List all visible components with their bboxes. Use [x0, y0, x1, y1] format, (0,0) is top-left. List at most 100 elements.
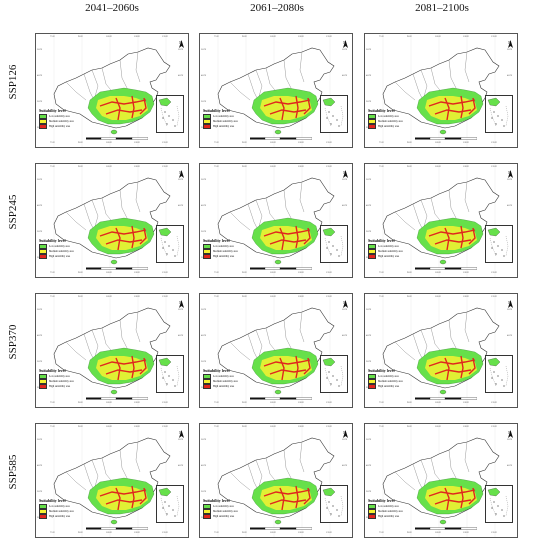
north-arrow-glyph — [508, 40, 514, 48]
north-arrow-glyph — [179, 300, 185, 308]
latitude-tick: 50°N — [366, 438, 372, 441]
longitude-tick: 105°E — [270, 425, 277, 428]
map-panel: 75°E 75°E 90°E 90°E 105°E 105°E 120°E 120°E 135°… — [199, 293, 353, 408]
legend-label: Low suitability area — [49, 115, 70, 118]
high-suitability-zone — [279, 227, 285, 251]
legend-item: High suitability area — [368, 123, 420, 130]
hainan-island — [439, 129, 447, 135]
latitude-tick: 40°N — [201, 74, 207, 77]
province-boundary — [119, 319, 129, 351]
map-legend: Suitability level Low suitability area Med… — [203, 108, 255, 130]
legend-label: Low suitability area — [49, 505, 70, 508]
longitude-tick: 90°E — [242, 401, 247, 404]
legend-label: Medium suitability area — [49, 510, 74, 513]
longitude-tick: 90°E — [242, 425, 247, 428]
longitude-tick: 120°E — [298, 425, 305, 428]
latitude-tick: 40°N — [37, 204, 43, 207]
latitude-tick: 50°N — [342, 438, 348, 441]
north-label: N — [343, 170, 346, 175]
province-boundary — [91, 199, 99, 231]
longitude-tick: 120°E — [298, 35, 305, 38]
high-suitability-zone — [460, 485, 464, 509]
legend-title: Suitability level — [39, 238, 66, 243]
north-arrow-glyph — [343, 300, 349, 308]
legend-label: Low suitability area — [49, 245, 70, 248]
legend-item: High suitability area — [203, 253, 255, 260]
longitude-tick: 120°E — [134, 141, 141, 144]
province-boundary — [229, 211, 251, 231]
longitude-tick: 105°E — [435, 35, 442, 38]
legend-item: High suitability area — [203, 513, 255, 520]
map-panel: 75°E 75°E 90°E 90°E 105°E 105°E 120°E 120°E 135°… — [35, 423, 189, 538]
longitude-tick: 135°E — [162, 141, 169, 144]
longitude-tick: 120°E — [298, 271, 305, 274]
legend-title: Suitability level — [368, 498, 395, 503]
north-label: N — [508, 430, 511, 435]
longitude-tick: 75°E — [379, 401, 384, 404]
north-arrow-glyph — [508, 430, 514, 438]
latitude-tick: 40°N — [366, 74, 372, 77]
latitude-tick: 40°N — [178, 204, 184, 207]
legend-label: High suitability area — [49, 255, 71, 258]
province-boundary — [394, 211, 416, 231]
latitude-tick: 40°N — [342, 334, 348, 337]
map-panel: 75°E 75°E 90°E 90°E 105°E 105°E 120°E 120°E 135°… — [364, 33, 518, 148]
longitude-tick: 75°E — [214, 165, 219, 168]
high-suitability-zone — [263, 359, 311, 367]
legend-swatch — [39, 253, 47, 260]
north-label: N — [508, 170, 511, 175]
longitude-tick: 75°E — [214, 401, 219, 404]
high-suitability-zone — [279, 487, 285, 511]
latitude-tick: 40°N — [178, 334, 184, 337]
latitude-tick: 50°N — [366, 178, 372, 181]
legend-swatch — [368, 123, 376, 130]
south-china-sea-inset — [320, 355, 348, 393]
north-arrow-icon: N — [179, 300, 185, 308]
south-china-sea-inset — [485, 225, 513, 263]
longitude-tick: 90°E — [242, 35, 247, 38]
longitude-tick: 75°E — [50, 295, 55, 298]
high-suitability-zone — [99, 99, 147, 107]
legend-label: Medium suitability area — [378, 120, 403, 123]
south-china-sea-inset — [156, 355, 184, 393]
longitude-tick: 135°E — [326, 295, 333, 298]
longitude-tick: 90°E — [78, 531, 83, 534]
scale-bar — [250, 267, 312, 270]
longitude-tick: 105°E — [435, 295, 442, 298]
row-title: SSP245 — [7, 194, 19, 230]
latitude-tick: 40°N — [201, 464, 207, 467]
latitude-tick: 40°N — [201, 204, 207, 207]
longitude-tick: 75°E — [379, 531, 384, 534]
longitude-tick: 75°E — [50, 401, 55, 404]
longitude-tick: 90°E — [242, 141, 247, 144]
hainan-island — [274, 519, 282, 525]
latitude-tick: 50°N — [37, 308, 43, 311]
province-boundary — [299, 51, 305, 83]
longitude-tick: 75°E — [214, 425, 219, 428]
latitude-tick: 40°N — [37, 334, 43, 337]
map-panel: 75°E 75°E 90°E 90°E 105°E 105°E 120°E 120°E 135°… — [35, 33, 189, 148]
longitude-tick: 105°E — [435, 401, 442, 404]
scale-bar — [250, 397, 312, 400]
legend-label: High suitability area — [378, 255, 400, 258]
row-title: SSP370 — [7, 324, 19, 360]
high-suitability-zone — [434, 109, 472, 115]
latitude-tick: 30°N — [201, 490, 207, 493]
high-suitability-zone — [279, 357, 285, 381]
longitude-tick: 105°E — [106, 271, 113, 274]
north-arrow-glyph — [179, 40, 185, 48]
legend-label: High suitability area — [378, 385, 400, 388]
high-suitability-zone — [303, 357, 311, 375]
province-boundary — [420, 199, 428, 231]
legend-item: High suitability area — [368, 253, 420, 260]
longitude-tick: 75°E — [214, 531, 219, 534]
high-suitability-zone — [444, 227, 450, 251]
latitude-tick: 40°N — [201, 334, 207, 337]
longitude-tick: 90°E — [78, 295, 83, 298]
north-arrow-icon: N — [508, 40, 514, 48]
longitude-tick: 135°E — [162, 165, 169, 168]
north-label: N — [179, 430, 182, 435]
map-panel: 75°E 75°E 90°E 90°E 105°E 105°E 120°E 120°E 135°… — [364, 293, 518, 408]
longitude-tick: 135°E — [162, 531, 169, 534]
high-suitability-zone — [295, 485, 299, 509]
